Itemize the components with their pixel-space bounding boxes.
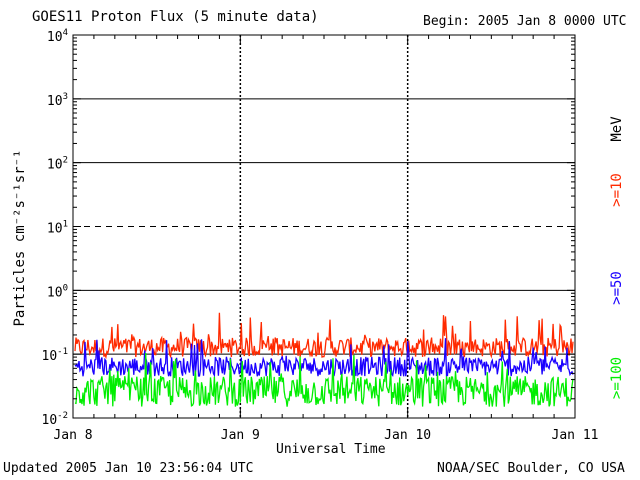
legend-series-100: >=100 (609, 356, 625, 400)
series-line-ge10 (74, 312, 574, 360)
y-tick-label: 100 (47, 283, 68, 300)
y-tick-label: 101 (47, 220, 68, 237)
legend-series-10: >=10 (609, 173, 625, 207)
begin-time: Begin: 2005 Jan 8 0000 UTC (423, 14, 627, 29)
chart-title: GOES11 Proton Flux (5 minute data) (32, 9, 319, 25)
y-tick-label: 104 (47, 28, 68, 45)
y-tick-label: 102 (47, 156, 68, 173)
series-line-ge50 (74, 338, 574, 378)
y-tick-label: 10-2 (42, 411, 69, 428)
x-tick-label: Jan 8 (53, 428, 92, 443)
y-axis-label: Particles cm⁻²s⁻¹sr⁻¹ (12, 149, 28, 327)
x-tick-label: Jan 11 (552, 428, 599, 443)
x-axis-label: Universal Time (276, 442, 386, 457)
footer-credit: NOAA/SEC Boulder, CO USA (437, 461, 625, 476)
legend-series-50: >=50 (609, 271, 625, 305)
series-line-ge100 (74, 352, 574, 407)
y-tick-label: 103 (47, 92, 68, 109)
y-tick-label: 10-1 (42, 347, 69, 364)
x-tick-label: Jan 9 (221, 428, 260, 443)
x-tick-label: Jan 10 (384, 428, 431, 443)
legend-units: MeV (609, 116, 625, 142)
updated-timestamp: Updated 2005 Jan 10 23:56:04 UTC (3, 461, 254, 476)
